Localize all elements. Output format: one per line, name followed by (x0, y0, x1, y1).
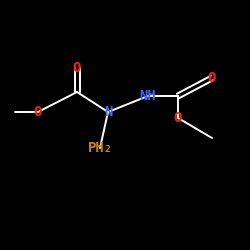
Text: N: N (104, 105, 112, 119)
Text: O: O (73, 61, 81, 75)
Text: O: O (34, 105, 42, 119)
Text: O: O (208, 71, 216, 85)
Text: O: O (174, 111, 182, 125)
Text: NH: NH (140, 89, 156, 103)
Text: PH₂: PH₂ (88, 141, 112, 155)
